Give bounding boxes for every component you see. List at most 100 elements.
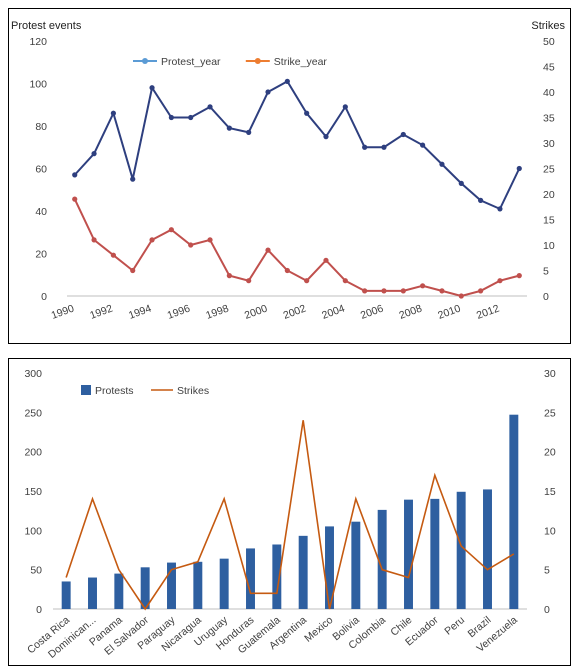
data-point-Strike_year: [246, 278, 252, 284]
data-point-Strike_year: [458, 293, 464, 299]
right-tick-label: 0: [543, 291, 549, 303]
data-point-Protest_year: [439, 161, 445, 167]
left-tick-label: 150: [24, 486, 42, 498]
left-tick-label: 100: [29, 79, 47, 91]
right-tick-label: 5: [544, 565, 550, 577]
bar-Protests: [325, 526, 334, 609]
bar-Protests: [404, 499, 413, 609]
bar-Protests: [246, 548, 255, 609]
right-tick-label: 50: [543, 36, 555, 48]
x-tick-label: 2012: [475, 302, 501, 321]
data-point-Strike_year: [72, 196, 78, 202]
data-point-Protest_year: [362, 144, 368, 150]
left-tick-label: 300: [24, 368, 42, 380]
series-line-Strikes: [65, 420, 515, 611]
data-point-Strike_year: [188, 242, 194, 248]
series-line-Protest_year: [73, 80, 521, 211]
series-line-Strike_year: [73, 198, 520, 298]
right-tick-label: 10: [543, 240, 555, 252]
x-tick-label: 2002: [282, 302, 308, 321]
bar-Protests: [114, 573, 124, 609]
data-point-Protest_year: [400, 131, 406, 138]
data-point-Strike_year: [439, 288, 445, 294]
right-tick-label: 10: [544, 525, 556, 537]
x-tick-label: 2008: [398, 302, 424, 321]
bar-Protests: [167, 562, 176, 609]
right-tick-label: 20: [544, 447, 556, 459]
right-tick-label: 25: [543, 164, 555, 176]
x-tick-label: 1994: [127, 302, 153, 321]
protest-strike-timeline-panel: Protest events Strikes 0 20 40 60 80 100 120 0 5…: [8, 8, 571, 344]
left-tick-label: 250: [24, 407, 42, 419]
x-tick-label: Peru: [442, 614, 467, 638]
data-point-Protest_year: [265, 89, 271, 95]
x-tick-label: 1998: [204, 302, 230, 321]
bar-Protests: [456, 491, 466, 609]
left-tick-label: 0: [36, 604, 42, 616]
data-point-Protest_year: [516, 165, 522, 172]
bar-Protests: [351, 521, 361, 609]
legend-marker-Protest_year: [142, 58, 148, 64]
left-tick-label: 100: [24, 525, 42, 537]
data-point-Protest_year: [458, 180, 464, 186]
left-tick-label: 60: [35, 164, 47, 176]
data-point-Strike_year: [168, 227, 174, 233]
right-tick-label: 0: [544, 604, 550, 616]
data-point-Strike_year: [342, 278, 348, 284]
data-point-Protest_year: [110, 110, 116, 116]
right-tick-label: 25: [544, 407, 556, 419]
right-tick-label: 15: [544, 486, 556, 498]
legend-swatch-Protests: [81, 385, 91, 395]
data-point-Protest_year: [207, 104, 213, 110]
data-point-Strike_year: [381, 288, 387, 294]
data-point-Protest_year: [497, 206, 503, 212]
data-point-Strike_year: [497, 278, 503, 284]
x-tick-label: 1996: [166, 302, 192, 321]
left-tick-label: 80: [35, 121, 47, 133]
bar-Protests: [509, 414, 519, 609]
left-tick-label: 50: [30, 565, 42, 577]
right-tick-label: 20: [543, 189, 555, 201]
right-tick-label: 30: [544, 368, 556, 380]
right-tick-label: 30: [543, 138, 555, 150]
data-point-Strike_year: [149, 237, 155, 243]
data-point-Strike_year: [284, 267, 290, 274]
legend-label-Protests: Protests: [95, 385, 134, 397]
legend-label-Protest_year: Protest_year: [161, 56, 221, 68]
bar-Protests: [219, 558, 229, 609]
bar-Protests: [140, 567, 150, 609]
bar-Protests: [377, 509, 387, 609]
data-point-Strike_year: [130, 267, 136, 274]
data-point-Strike_year: [265, 247, 271, 253]
left-tick-label: 200: [24, 447, 42, 459]
data-point-Strike_year: [226, 273, 232, 279]
data-point-Protest_year: [72, 172, 78, 178]
legend-marker-Strike_year: [254, 58, 261, 64]
legend-label-Strike_year: Strike_year: [274, 56, 328, 68]
right-tick-label: 40: [543, 87, 555, 99]
right-axis-title: Strikes: [531, 20, 565, 32]
data-point-Protest_year: [304, 110, 310, 116]
bar-Protests: [483, 489, 492, 609]
x-tick-label: 2010: [436, 302, 462, 321]
data-point-Strike_year: [400, 288, 406, 294]
data-point-Strike_year: [478, 288, 484, 294]
bar-Protests: [430, 498, 440, 609]
left-tick-label: 20: [35, 249, 47, 261]
data-point-Protest_year: [91, 151, 97, 157]
right-tick-label: 35: [543, 113, 555, 125]
left-tick-label: 40: [35, 206, 47, 218]
data-point-Protest_year: [188, 114, 194, 121]
x-tick-label: 1992: [88, 302, 114, 321]
data-point-Strike_year: [420, 283, 426, 289]
right-tick-label: 45: [543, 62, 555, 74]
right-tick-label: 5: [543, 266, 549, 278]
data-point-Strike_year: [362, 288, 368, 294]
x-tick-label: Mexico: [302, 614, 335, 645]
x-tick-label: 2004: [320, 302, 346, 321]
legend-label-Strikes: Strikes: [177, 385, 209, 397]
data-point-Strike_year: [516, 273, 522, 279]
bar-Protests: [61, 581, 71, 609]
data-point-Protest_year: [130, 176, 136, 182]
